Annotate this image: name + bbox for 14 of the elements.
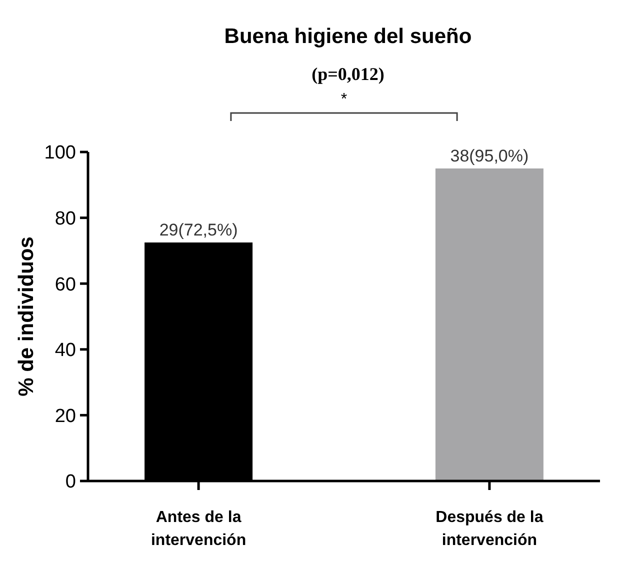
x-tick-label: Después de la intervención	[436, 509, 544, 549]
text: *	[340, 91, 348, 108]
text: (p=0,012)	[312, 64, 384, 84]
y-tick-label: 100	[44, 142, 76, 164]
data-label: 38(95,0%)	[450, 146, 529, 166]
data-label: 29(72,5%)	[159, 220, 238, 240]
chart-title: Buena higiene del sueño	[224, 25, 472, 48]
y-tick-label: 0	[65, 472, 76, 493]
y-tick-label: 20	[54, 406, 76, 427]
y-tick-label: 80	[54, 208, 76, 230]
y-tick-label: 40	[54, 340, 76, 362]
y-axis-title: % de individuos	[15, 236, 38, 396]
x-tick-label: Antes de la intervención	[150, 509, 246, 549]
y-tick-label: 60	[54, 274, 76, 296]
